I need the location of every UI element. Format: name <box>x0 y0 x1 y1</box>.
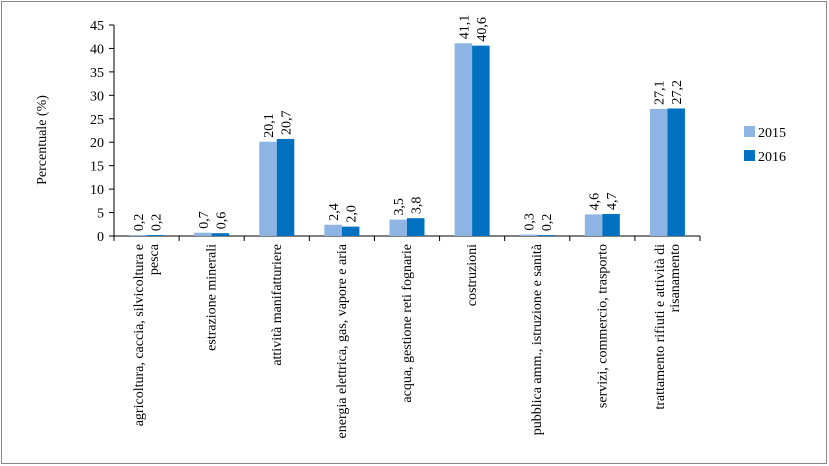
x-category-label: energia elettrica, gas, vapore e aria <box>335 243 350 438</box>
data-label-2016: 2,0 <box>345 205 360 223</box>
data-label-2015: 2,4 <box>327 203 342 221</box>
x-category-label: pesca <box>147 243 162 275</box>
bar-2016 <box>667 108 685 236</box>
bar-2015 <box>324 224 342 236</box>
x-category-label: attività manifatturiere <box>270 244 285 366</box>
y-tick-label: 25 <box>90 113 104 128</box>
x-category-label: agricoltura, caccia, silvicoltura e <box>132 244 147 426</box>
x-category-label: risanamento <box>668 244 683 312</box>
data-label-2016: 3,8 <box>410 197 425 215</box>
data-label-2015: 3,5 <box>392 198 407 216</box>
bar-2015 <box>584 214 603 236</box>
data-label-2016: 4,7 <box>605 192 620 210</box>
bar-2016 <box>341 226 360 236</box>
y-tick-label: 45 <box>90 19 104 34</box>
bar-2015 <box>194 232 212 236</box>
x-category-label: acqua, gestione reti fognarie <box>400 244 415 403</box>
data-label-2015: 0,2 <box>132 214 147 232</box>
bar-2016 <box>146 235 165 236</box>
data-label-2015: 0,3 <box>522 213 537 231</box>
bar-2015 <box>259 141 277 236</box>
data-label-2016: 0,2 <box>540 214 555 232</box>
y-tick-label: 30 <box>90 89 104 104</box>
bar-2016 <box>537 235 555 236</box>
y-tick-label: 20 <box>90 136 104 151</box>
y-tick-label: 10 <box>90 183 104 198</box>
data-label-2015: 0,7 <box>197 211 212 229</box>
data-label-2016: 27,2 <box>670 80 685 105</box>
x-category-label: pubblica amm., istruzione e sanità <box>530 243 545 435</box>
bar-2015 <box>649 108 668 236</box>
y-tick-label: 5 <box>97 207 104 222</box>
y-tick-label: 35 <box>90 66 104 81</box>
data-label-2016: 0,2 <box>149 214 164 232</box>
bar-2015 <box>389 219 407 236</box>
bar-2016 <box>276 138 295 236</box>
legend-swatch-2015 <box>744 126 755 137</box>
x-category-label: servizi, commercio, trasporto <box>595 244 610 408</box>
legend-swatch-2016 <box>744 150 755 161</box>
data-label-2015: 27,1 <box>653 80 668 105</box>
bar-2016 <box>407 218 425 236</box>
y-tick-label: 40 <box>90 42 104 57</box>
bar-2016 <box>602 213 620 236</box>
bar-2015 <box>129 235 147 236</box>
data-label-2016: 40,6 <box>475 17 490 42</box>
y-tick-label: 0 <box>97 230 104 245</box>
y-axis-title: Percentuale (%) <box>35 95 50 185</box>
data-label-2016: 0,6 <box>214 212 229 230</box>
bar-2015 <box>454 43 473 236</box>
x-category-label: costruzioni <box>465 244 480 306</box>
bar-2016 <box>211 233 230 236</box>
data-label-2015: 41,1 <box>457 15 472 40</box>
bar-2015 <box>519 234 538 236</box>
data-label-2015: 4,6 <box>588 193 603 211</box>
y-tick-label: 15 <box>90 160 104 175</box>
x-category-label: trattamento rifiuti e attività di <box>653 244 668 410</box>
data-label-2016: 20,7 <box>280 110 295 135</box>
legend-label-2016: 2016 <box>758 150 786 165</box>
x-category-label: estrazione minerali <box>205 244 220 351</box>
legend-label-2015: 2015 <box>758 126 786 141</box>
bar-2016 <box>472 45 490 237</box>
data-label-2015: 20,1 <box>262 113 277 138</box>
